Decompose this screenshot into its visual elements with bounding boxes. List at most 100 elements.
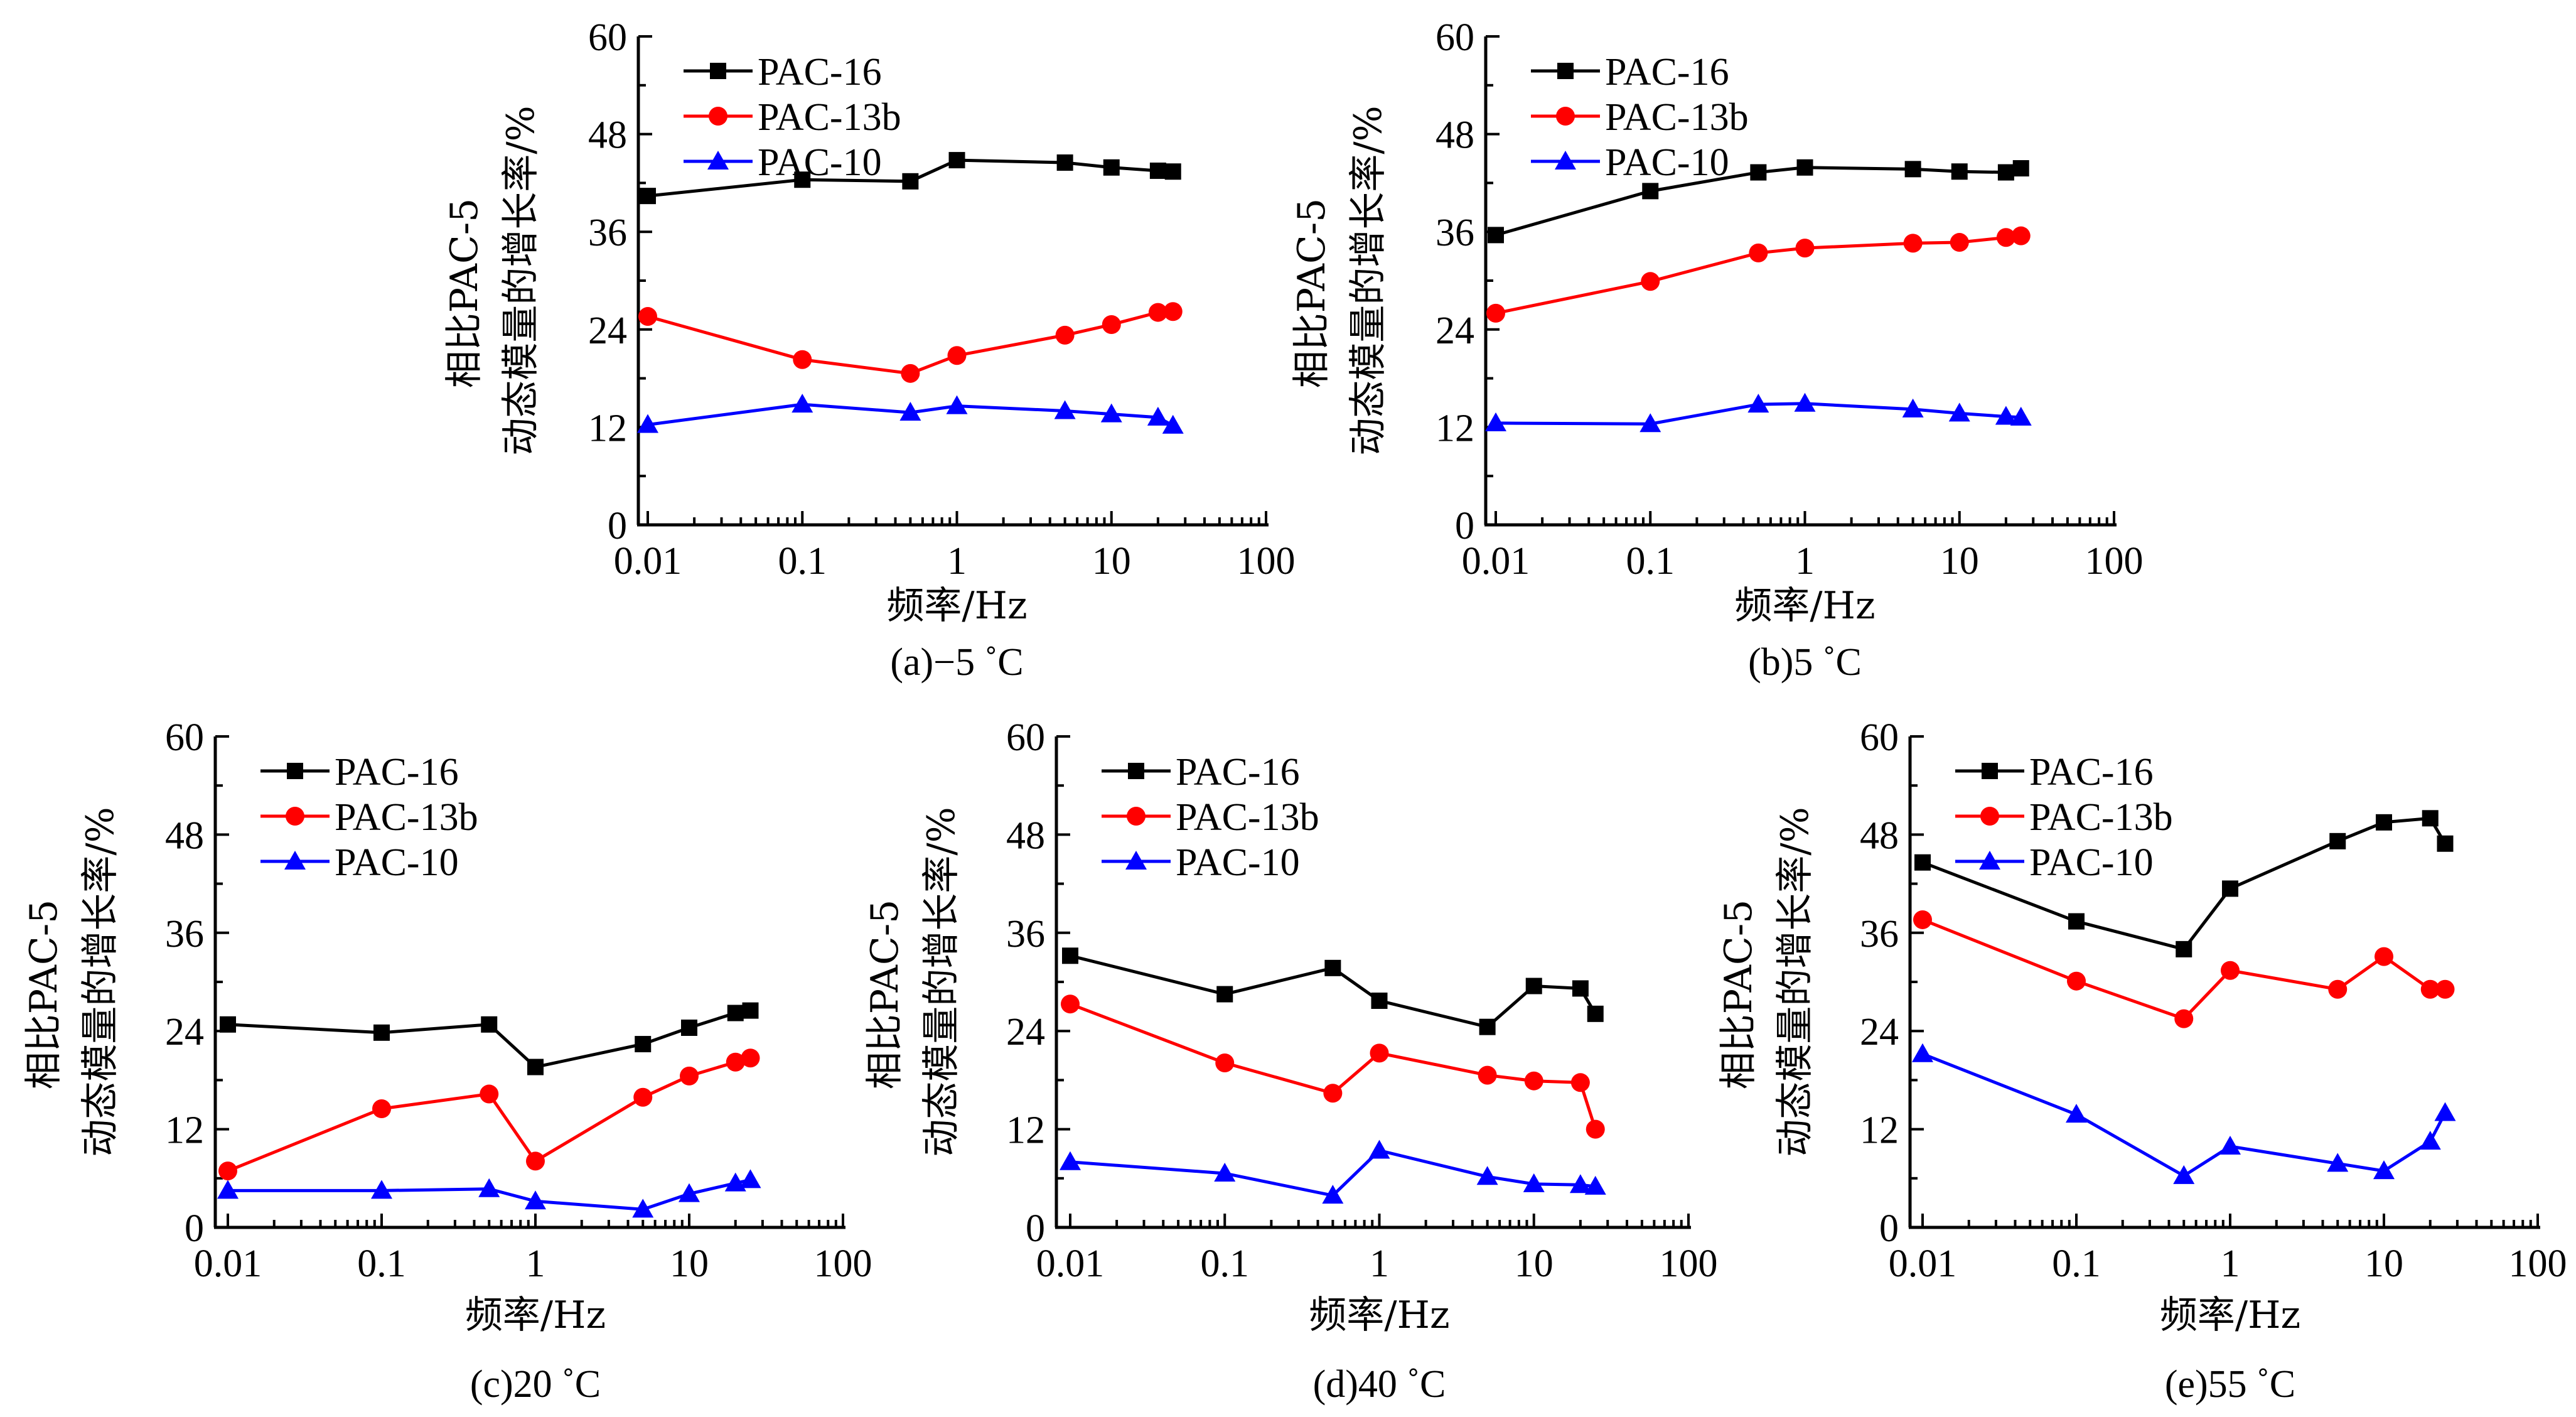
y-tick-label: 0 <box>1879 1207 1899 1250</box>
y-axis-title-line1: 相比PAC-5 <box>863 900 907 1090</box>
marker-triangle <box>1368 1140 1390 1159</box>
marker-circle <box>1641 272 1660 291</box>
marker-square <box>1642 183 1659 200</box>
marker-circle <box>2174 1009 2194 1028</box>
chart-panel-a: 0 12 24 36 48 60 0.01 0.1 1 10 100 频率/Hz 相比PAC-5 动态模量… <box>443 16 1296 684</box>
marker-triangle <box>2373 1160 2395 1180</box>
marker-square <box>2176 940 2192 957</box>
marker-square <box>1951 163 1968 180</box>
y-tick-label: 48 <box>165 814 204 857</box>
marker-circle <box>1749 243 1768 262</box>
marker-circle <box>1570 1073 1590 1092</box>
marker-triangle <box>1322 1185 1344 1204</box>
marker-circle <box>2375 947 2393 966</box>
y-tick-label: 12 <box>588 407 627 450</box>
series-pac-16 <box>640 152 1181 205</box>
legend-label: PAC-13b <box>758 96 901 139</box>
y-axis-title-line1: 相比PAC-5 <box>22 900 66 1090</box>
series-line <box>1495 402 2021 426</box>
marker-circle <box>1950 233 1969 252</box>
legend-label: PAC-16 <box>335 751 459 794</box>
series-pac-10 <box>1060 1140 1606 1204</box>
x-tick-label: 100 <box>814 1242 872 1285</box>
y-tick-label: 0 <box>185 1207 204 1250</box>
marker-square <box>902 173 919 190</box>
marker-triangle <box>284 851 306 870</box>
marker-triangle <box>2066 1104 2087 1123</box>
series-line <box>1070 1002 1597 1130</box>
y-tick-label: 48 <box>1006 814 1045 857</box>
marker-triangle <box>2219 1135 2241 1155</box>
marker-circle <box>1061 994 1080 1014</box>
x-axis-title: 频率/Hz <box>1734 584 1875 628</box>
marker-circle <box>2067 971 2086 991</box>
y-tick-label: 36 <box>1006 913 1045 956</box>
x-tick-label: 10 <box>1515 1242 1554 1285</box>
marker-triangle <box>1555 151 1576 170</box>
marker-square <box>1324 959 1341 976</box>
marker-square <box>1164 163 1181 180</box>
marker-triangle <box>525 1190 546 1210</box>
y-tick-label: 60 <box>1006 716 1045 759</box>
marker-circle <box>1556 107 1575 126</box>
marker-triangle <box>1100 403 1122 423</box>
marker-square <box>1572 980 1589 997</box>
x-tick-label: 100 <box>1660 1242 1718 1285</box>
marker-circle <box>2420 979 2440 999</box>
marker-square <box>1750 164 1767 181</box>
marker-square <box>481 1016 498 1033</box>
y-tick-label: 0 <box>1026 1207 1045 1250</box>
marker-triangle <box>739 1169 761 1188</box>
y-tick-label: 12 <box>1860 1109 1899 1152</box>
marker-square <box>1488 227 1504 244</box>
legend-label: PAC-10 <box>335 841 459 884</box>
marker-triangle <box>1523 1173 1545 1192</box>
y-tick-label: 24 <box>1860 1011 1899 1053</box>
x-tick-label: 10 <box>2364 1242 2403 1285</box>
x-tick-label: 1 <box>1370 1242 1389 1285</box>
marker-triangle <box>1054 400 1076 419</box>
y-tick-label: 24 <box>588 310 627 352</box>
marker-triangle <box>478 1178 500 1197</box>
panel-caption: (c)20 ˚C <box>470 1363 601 1406</box>
marker-triangle <box>1640 413 1661 433</box>
legend-label: PAC-13b <box>1605 96 1749 139</box>
x-axis-title: 频率/Hz <box>465 1293 606 1337</box>
marker-square <box>2422 810 2439 827</box>
marker-triangle <box>217 1180 239 1199</box>
x-tick-label: 100 <box>2509 1242 2567 1285</box>
marker-triangle <box>1794 392 1816 412</box>
y-tick-label: 36 <box>165 913 204 956</box>
marker-square <box>1103 159 1120 176</box>
x-tick-label: 1 <box>947 540 967 583</box>
series-line <box>227 1056 751 1173</box>
marker-square <box>1587 1005 1604 1022</box>
y-axis-title-line2: 动态模量的增长率/% <box>920 807 963 1156</box>
marker-circle <box>2328 979 2348 999</box>
legend-label: PAC-10 <box>1176 841 1300 884</box>
marker-circle <box>709 107 727 126</box>
marker-circle <box>1215 1053 1235 1073</box>
marker-triangle <box>1125 851 1147 870</box>
marker-circle <box>1163 302 1183 321</box>
x-tick-label: 0.01 <box>1462 540 1530 583</box>
marker-triangle <box>1979 851 2000 870</box>
marker-square <box>1796 159 1813 176</box>
x-tick-label: 1 <box>1795 540 1815 583</box>
marker-square <box>1056 154 1073 171</box>
marker-triangle <box>1060 1151 1081 1170</box>
x-tick-label: 0.01 <box>614 540 682 583</box>
x-tick-label: 0.1 <box>357 1242 406 1285</box>
series-line <box>647 402 1174 428</box>
series-pac-16 <box>220 1002 759 1075</box>
marker-circle <box>741 1048 760 1068</box>
x-tick-label: 0.01 <box>1889 1242 1957 1285</box>
marker-circle <box>526 1151 545 1171</box>
marker-circle <box>480 1084 499 1104</box>
marker-square <box>1914 854 1931 871</box>
series-pac-10 <box>1912 1043 2456 1184</box>
marker-square <box>710 63 726 79</box>
marker-square <box>1371 992 1388 1009</box>
panel-caption: (d)40 ˚C <box>1313 1363 1446 1406</box>
